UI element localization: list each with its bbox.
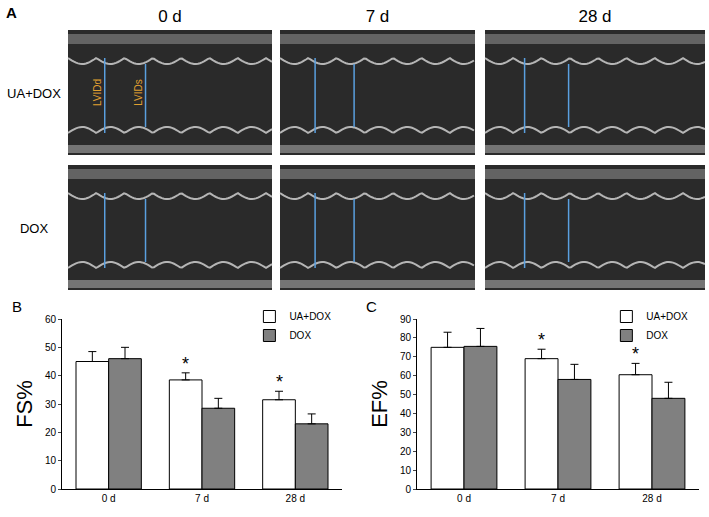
svg-text:7 d: 7 d — [366, 7, 390, 26]
svg-text:DOX: DOX — [20, 221, 49, 236]
svg-text:28 d: 28 d — [578, 7, 611, 26]
svg-text:UA+DOX: UA+DOX — [7, 86, 61, 101]
svg-text:80: 80 — [400, 332, 412, 343]
svg-text:60: 60 — [45, 314, 57, 325]
svg-text:28 d: 28 d — [642, 493, 661, 504]
svg-text:LVIDd: LVIDd — [92, 79, 103, 106]
svg-text:90: 90 — [400, 314, 412, 325]
svg-text:*: * — [632, 344, 639, 364]
svg-text:EF%: EF% — [367, 380, 392, 428]
svg-text:FS%: FS% — [12, 380, 37, 428]
svg-text:40: 40 — [400, 408, 412, 419]
svg-text:0: 0 — [50, 484, 56, 495]
svg-text:DOX: DOX — [289, 330, 311, 341]
svg-text:10: 10 — [400, 465, 412, 476]
svg-text:*: * — [276, 372, 283, 392]
svg-text:40: 40 — [45, 370, 57, 381]
svg-text:28 d: 28 d — [286, 493, 305, 504]
svg-text:UA+DOX: UA+DOX — [646, 311, 688, 322]
svg-text:DOX: DOX — [646, 330, 668, 341]
svg-text:LVIDs: LVIDs — [133, 79, 144, 106]
svg-text:50: 50 — [400, 389, 412, 400]
svg-text:B: B — [12, 298, 22, 315]
svg-text:7 d: 7 d — [195, 493, 209, 504]
svg-text:UA+DOX: UA+DOX — [289, 311, 331, 322]
svg-text:50: 50 — [45, 342, 57, 353]
svg-text:A: A — [6, 4, 17, 21]
svg-text:20: 20 — [400, 446, 412, 457]
svg-text:20: 20 — [45, 427, 57, 438]
svg-text:0 d: 0 d — [102, 493, 116, 504]
svg-text:0: 0 — [405, 484, 411, 495]
svg-text:30: 30 — [400, 427, 412, 438]
svg-text:0 d: 0 d — [457, 493, 471, 504]
svg-text:70: 70 — [400, 351, 412, 362]
svg-text:10: 10 — [45, 455, 57, 466]
svg-text:C: C — [366, 298, 377, 315]
svg-text:30: 30 — [45, 399, 57, 410]
svg-text:*: * — [182, 354, 189, 374]
svg-text:60: 60 — [400, 370, 412, 381]
svg-text:0 d: 0 d — [158, 7, 182, 26]
svg-text:7 d: 7 d — [551, 493, 565, 504]
svg-text:*: * — [538, 330, 545, 350]
